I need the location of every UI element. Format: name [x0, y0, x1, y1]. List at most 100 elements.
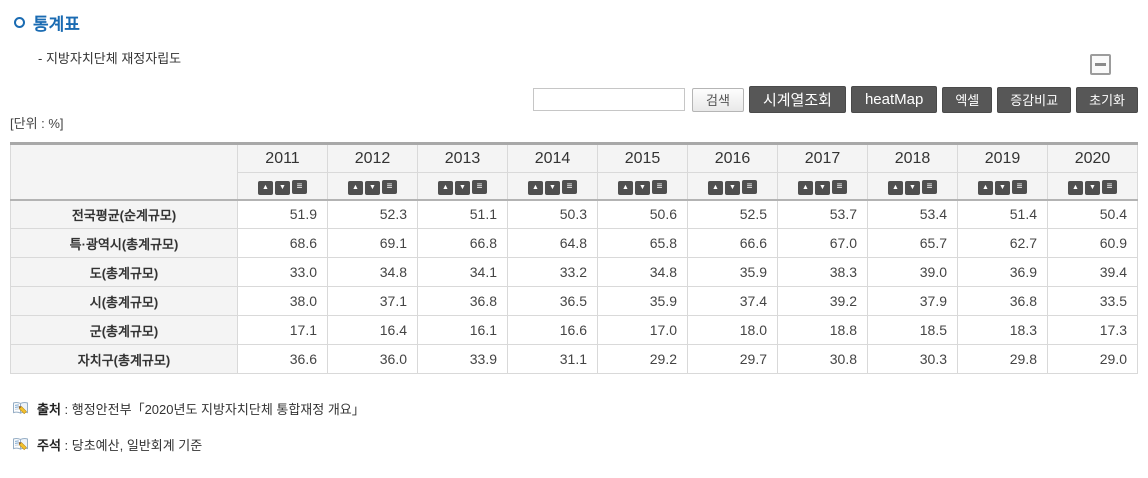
sort-controls-2012: ▲ ▼ ≡	[327, 172, 418, 201]
data-cell: 33.5	[1047, 286, 1138, 316]
column-menu-button-2014[interactable]: ≡	[562, 180, 577, 195]
row-label: 도(총계규모)	[10, 257, 238, 287]
data-cell: 18.8	[777, 315, 868, 345]
sort-controls-row: ▲ ▼ ≡ ▲ ▼ ≡ ▲ ▼ ≡ ▲ ▼ ≡ ▲ ▼ ≡ ▲ ▼ ≡ ▲ ▼ ≡ ▲ ▼ ≡ ▲ ▼ ≡ ▲ ▼ ≡	[11, 172, 1138, 201]
annotation-note: 주석 : 당초예산, 일반회계 기준	[12, 435, 202, 454]
page-title-text: 통계표	[33, 15, 80, 34]
sort-asc-button-2018[interactable]: ▲	[888, 181, 903, 196]
year-header-2020: 2020	[1047, 143, 1138, 173]
sort-controls-2015: ▲ ▼ ≡	[597, 172, 688, 201]
reset-button[interactable]: 초기화	[1076, 86, 1138, 113]
annotation-line-text: 주석 : 당초예산, 일반회계 기준	[37, 435, 202, 454]
column-menu-button-2015[interactable]: ≡	[652, 180, 667, 195]
data-cell: 29.8	[957, 344, 1048, 374]
sort-asc-button-2011[interactable]: ▲	[258, 181, 273, 196]
sort-desc-button-2012[interactable]: ▼	[365, 181, 380, 196]
sort-desc-button-2017[interactable]: ▼	[815, 181, 830, 196]
sort-asc-button-2014[interactable]: ▲	[528, 181, 543, 196]
sort-desc-button-2013[interactable]: ▼	[455, 181, 470, 196]
source-line-text: 출처 : 행정안전부「2020년도 지방자치단체 통합재정 개요」	[37, 399, 365, 418]
year-header-2011: 2011	[237, 143, 328, 173]
year-header-row: 2011 2012 2013 2014 2015 2016 2017 2018 2019 2020	[10, 143, 1138, 201]
sort-desc-button-2016[interactable]: ▼	[725, 181, 740, 196]
sort-desc-button-2018[interactable]: ▼	[905, 181, 920, 196]
sort-asc-button-2015[interactable]: ▲	[618, 181, 633, 196]
source-note: 출처 : 행정안전부「2020년도 지방자치단체 통합재정 개요」	[12, 399, 365, 418]
sort-asc-button-2017[interactable]: ▲	[798, 181, 813, 196]
search-button[interactable]: 검색	[692, 87, 744, 112]
book-pencil-icon	[12, 437, 30, 452]
data-cell: 38.0	[237, 286, 328, 316]
book-pencil-icon	[12, 401, 30, 416]
row-label: 시(총계규모)	[10, 286, 238, 316]
sort-controls-2013: ▲ ▼ ≡	[417, 172, 508, 201]
toolbar: 검색 시계열조회 heatMap 엑셀 증감비교 초기화	[533, 86, 1138, 113]
column-menu-button-2011[interactable]: ≡	[292, 180, 307, 195]
data-cell: 33.9	[417, 344, 508, 374]
column-menu-button-2019[interactable]: ≡	[1012, 180, 1027, 195]
table-subtitle: - 지방자치단체 재정자립도	[38, 51, 182, 66]
sort-controls-2016: ▲ ▼ ≡	[687, 172, 778, 201]
source-text: 행정안전부「2020년도 지방자치단체 통합재정 개요」	[71, 402, 365, 417]
minus-icon	[1095, 63, 1106, 66]
data-cell: 17.1	[237, 315, 328, 345]
column-menu-button-2013[interactable]: ≡	[472, 180, 487, 195]
sort-desc-button-2015[interactable]: ▼	[635, 181, 650, 196]
data-cell: 36.6	[237, 344, 328, 374]
row-label: 전국평균(순계규모)	[10, 199, 238, 229]
column-menu-button-2020[interactable]: ≡	[1102, 180, 1117, 195]
row-label: 자치구(총계규모)	[10, 344, 238, 374]
data-cell: 68.6	[237, 228, 328, 258]
data-cell: 51.1	[417, 199, 508, 229]
sort-desc-button-2014[interactable]: ▼	[545, 181, 560, 196]
data-cell: 30.8	[777, 344, 868, 374]
excel-button[interactable]: 엑셀	[942, 86, 993, 113]
heatmap-button[interactable]: heatMap	[850, 86, 938, 113]
data-cell: 31.1	[507, 344, 598, 374]
source-label: 출처	[37, 402, 61, 417]
data-cell: 39.0	[867, 257, 958, 287]
sort-asc-button-2019[interactable]: ▲	[978, 181, 993, 196]
section-bullet-icon	[14, 17, 25, 28]
data-cell: 62.7	[957, 228, 1048, 258]
timeseries-button[interactable]: 시계열조회	[748, 86, 846, 113]
sort-asc-button-2012[interactable]: ▲	[348, 181, 363, 196]
corner-header-cell	[10, 143, 238, 201]
data-cell: 64.8	[507, 228, 598, 258]
sort-desc-button-2011[interactable]: ▼	[275, 181, 290, 196]
data-cell: 53.4	[867, 199, 958, 229]
source-separator: :	[60, 402, 72, 417]
data-cell: 34.8	[597, 257, 688, 287]
annotation-separator: :	[60, 438, 72, 453]
search-input[interactable]	[533, 88, 686, 111]
data-cell: 30.3	[867, 344, 958, 374]
data-cell: 34.1	[417, 257, 508, 287]
year-header-2018: 2018	[867, 143, 958, 173]
data-cell: 37.9	[867, 286, 958, 316]
column-menu-button-2016[interactable]: ≡	[742, 180, 757, 195]
sort-asc-button-2013[interactable]: ▲	[438, 181, 453, 196]
data-cell: 36.0	[327, 344, 418, 374]
data-cell: 29.0	[1047, 344, 1138, 374]
sort-asc-button-2016[interactable]: ▲	[708, 181, 723, 196]
data-cell: 51.9	[237, 199, 328, 229]
column-menu-button-2012[interactable]: ≡	[382, 180, 397, 195]
data-cell: 50.4	[1047, 199, 1138, 229]
year-header-2017: 2017	[777, 143, 868, 173]
column-menu-button-2018[interactable]: ≡	[922, 180, 937, 195]
data-cell: 52.3	[327, 199, 418, 229]
sort-desc-button-2020[interactable]: ▼	[1085, 181, 1100, 196]
collapse-section-button[interactable]	[1090, 54, 1111, 75]
data-cell: 34.8	[327, 257, 418, 287]
table-row: 특·광역시(총계규모) 68.6 69.1 66.8 64.8 65.8 66.6 67.0 6…	[10, 228, 1138, 258]
year-header-2014: 2014	[507, 143, 598, 173]
data-cell: 52.5	[687, 199, 778, 229]
sort-asc-button-2020[interactable]: ▲	[1068, 181, 1083, 196]
data-cell: 36.9	[957, 257, 1048, 287]
sort-desc-button-2019[interactable]: ▼	[995, 181, 1010, 196]
data-cell: 18.5	[867, 315, 958, 345]
column-menu-button-2017[interactable]: ≡	[832, 180, 847, 195]
compare-button[interactable]: 증감비교	[997, 86, 1072, 113]
year-header-2016: 2016	[687, 143, 778, 173]
year-header-2019: 2019	[957, 143, 1048, 173]
